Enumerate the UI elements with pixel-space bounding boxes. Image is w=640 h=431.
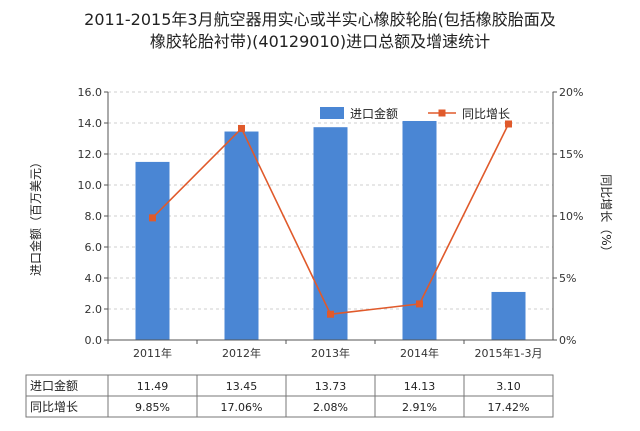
y-axis-title-left: 进口金额（百万美元） xyxy=(28,156,43,276)
x-tick-label: 2013年 xyxy=(311,346,350,360)
left-tick-label: 14.0 xyxy=(78,117,103,130)
legend-swatch-bar xyxy=(320,107,344,119)
growth-point xyxy=(416,300,423,308)
chart-title-line-2: 橡胶轮胎衬带)(40129010)进口总额及增速统计 xyxy=(149,32,491,51)
left-tick-label: 16.0 xyxy=(78,86,103,99)
x-tick-label: 2014年 xyxy=(400,346,439,360)
bar xyxy=(224,131,259,340)
table-row-label: 进口金额 xyxy=(30,378,78,393)
right-tick-label: 10% xyxy=(559,210,583,223)
left-tick-label: 10.0 xyxy=(78,179,103,192)
bar xyxy=(313,127,348,340)
y-axis-title-right: 同比增长（%） xyxy=(599,174,613,257)
axes: 0.0 2.0 4.0 6.0 8.0 10.0 12.0 14.0 16.0 0% 5% 10% 15… xyxy=(28,86,613,360)
growth-point xyxy=(505,120,512,128)
table-cell: 13.73 xyxy=(315,380,347,393)
table-cell: 11.49 xyxy=(137,380,169,393)
left-tick-label: 4.0 xyxy=(85,272,103,285)
line-series xyxy=(149,120,512,318)
x-tick-label: 2015年1-3月 xyxy=(475,346,543,360)
bar xyxy=(135,161,170,340)
growth-point xyxy=(149,214,156,222)
left-tick-label: 6.0 xyxy=(85,241,103,254)
x-tick-label: 2011年 xyxy=(133,346,172,360)
left-tick-label: 2.0 xyxy=(85,303,103,316)
growth-point xyxy=(238,124,245,132)
table-row-label: 同比增长 xyxy=(30,400,78,414)
table-cell: 3.10 xyxy=(496,380,521,393)
right-tick-label: 5% xyxy=(559,272,576,285)
legend-label-line: 同比增长 xyxy=(462,107,510,121)
right-tick-label: 0% xyxy=(559,334,576,347)
left-tick-label: 0.0 xyxy=(85,334,103,347)
table-cell: 14.13 xyxy=(404,380,436,393)
table-cell: 2.91% xyxy=(402,401,437,414)
table-cell: 13.45 xyxy=(226,380,258,393)
bar xyxy=(491,291,526,340)
table-cell: 9.85% xyxy=(135,401,170,414)
bar-series xyxy=(135,120,526,340)
left-tick-label: 12.0 xyxy=(78,148,103,161)
right-tick-label: 20% xyxy=(559,86,583,99)
legend-label-bar: 进口金额 xyxy=(350,106,398,121)
chart-title-line-1: 2011-2015年3月航空器用实心或半实心橡胶轮胎(包括橡胶胎面及 xyxy=(84,10,556,29)
table-cell: 17.42% xyxy=(488,401,530,414)
data-table: 进口金额 11.49 13.45 13.73 14.13 3.10 同比增长 9.85% 17.… xyxy=(25,374,554,418)
table-cell: 17.06% xyxy=(221,401,263,414)
legend[interactable]: 进口金额 同比增长 xyxy=(320,106,510,121)
growth-point xyxy=(327,310,334,318)
left-tick-label: 8.0 xyxy=(85,210,103,223)
right-tick-label: 15% xyxy=(559,148,583,161)
legend-swatch-marker xyxy=(438,109,446,117)
x-tick-label: 2012年 xyxy=(222,346,261,360)
table-cell: 2.08% xyxy=(313,401,348,414)
